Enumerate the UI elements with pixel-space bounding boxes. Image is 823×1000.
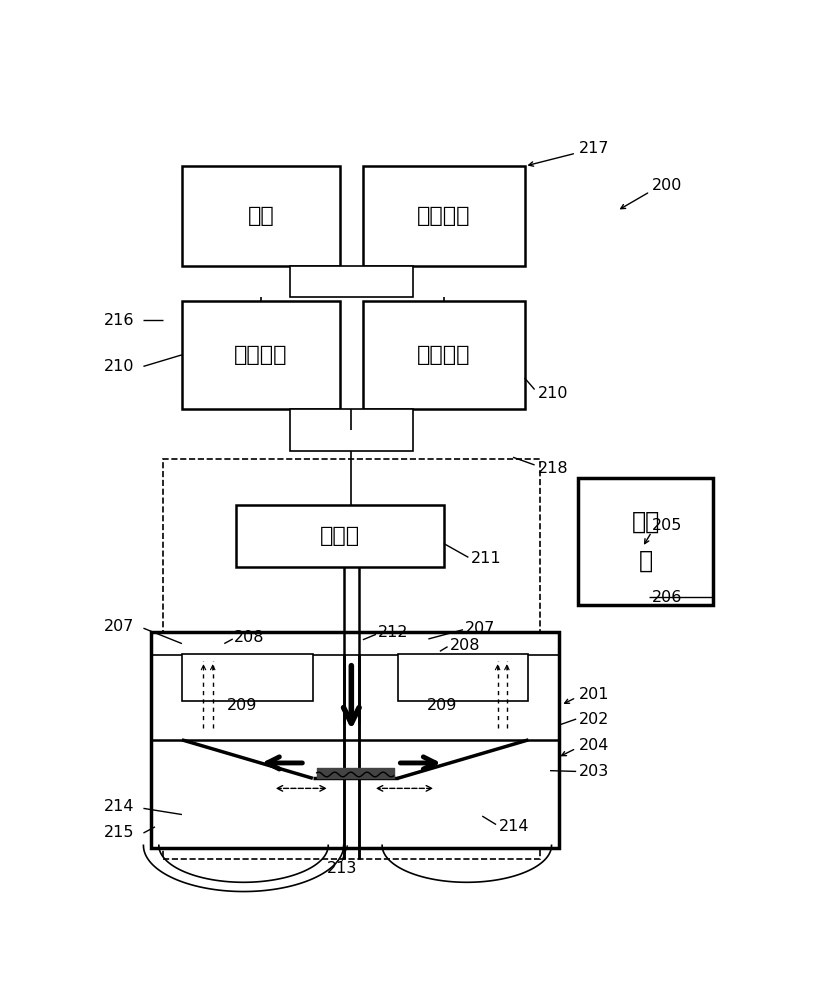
Text: 注射装置: 注射装置 xyxy=(417,345,471,365)
Text: 211: 211 xyxy=(471,551,501,566)
Text: 218: 218 xyxy=(537,461,569,476)
Bar xyxy=(363,166,524,266)
Text: 215: 215 xyxy=(104,825,134,840)
Bar xyxy=(182,301,340,409)
Text: 204: 204 xyxy=(579,738,609,753)
Text: 210: 210 xyxy=(537,386,568,401)
Text: 216: 216 xyxy=(104,313,134,328)
Text: 201: 201 xyxy=(579,687,609,702)
Bar xyxy=(236,505,444,567)
Text: 208: 208 xyxy=(450,638,481,653)
Text: 210: 210 xyxy=(104,359,134,374)
Text: 213: 213 xyxy=(327,861,357,876)
Text: 207: 207 xyxy=(465,621,495,636)
Text: 单体: 单体 xyxy=(248,206,274,226)
Bar xyxy=(363,301,524,409)
Text: 208: 208 xyxy=(235,630,265,645)
Bar xyxy=(398,654,528,701)
Text: 混合室: 混合室 xyxy=(319,526,360,546)
Bar xyxy=(579,478,714,605)
Text: 207: 207 xyxy=(104,619,134,634)
Text: 203: 203 xyxy=(579,764,609,779)
Bar xyxy=(182,654,313,701)
Text: 214: 214 xyxy=(104,799,134,814)
Text: 214: 214 xyxy=(500,819,530,834)
Bar xyxy=(151,632,560,848)
Text: 202: 202 xyxy=(579,712,609,727)
Bar xyxy=(290,409,413,451)
Text: 212: 212 xyxy=(378,625,408,640)
Text: 催化系统: 催化系统 xyxy=(417,206,471,226)
Text: 200: 200 xyxy=(652,178,682,193)
Text: 209: 209 xyxy=(427,698,457,713)
Text: 205: 205 xyxy=(652,518,682,533)
Bar xyxy=(163,459,540,859)
Text: 217: 217 xyxy=(579,141,609,156)
Text: 206: 206 xyxy=(652,590,682,605)
Text: 209: 209 xyxy=(226,698,257,713)
Bar xyxy=(182,166,340,266)
Text: 注射装置: 注射装置 xyxy=(234,345,287,365)
Bar xyxy=(290,266,413,297)
Text: 真空
泵: 真空 泵 xyxy=(632,510,660,573)
